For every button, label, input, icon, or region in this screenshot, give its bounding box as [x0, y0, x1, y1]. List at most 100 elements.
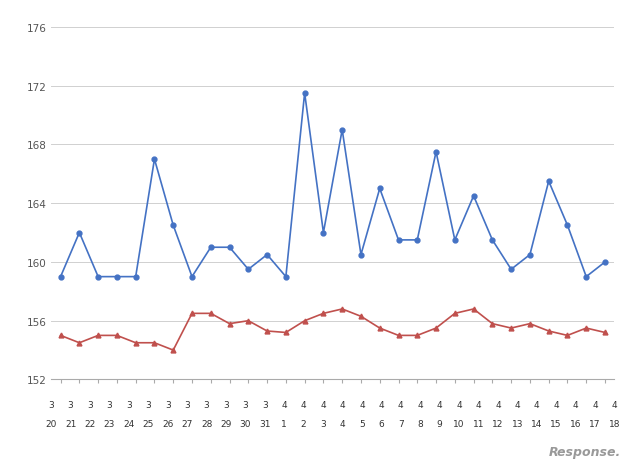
Text: 3: 3: [262, 400, 268, 409]
レギュラー看板価格（円/L）: [76, 230, 83, 236]
Text: 4: 4: [417, 400, 423, 409]
Text: 23: 23: [104, 419, 115, 428]
Text: 27: 27: [182, 419, 193, 428]
Text: 25: 25: [143, 419, 154, 428]
Text: 4: 4: [301, 400, 307, 409]
レギュラー看板価格（円/L）: [564, 223, 572, 229]
Text: 3: 3: [87, 400, 93, 409]
レギュラー看板価格（円/L）: [545, 179, 552, 185]
レギュラー実売価格（円/L）: [339, 307, 346, 312]
Text: 22: 22: [84, 419, 95, 428]
Text: 2: 2: [301, 419, 307, 428]
Text: 4: 4: [359, 400, 365, 409]
Text: 1: 1: [282, 419, 287, 428]
Text: 18: 18: [609, 419, 620, 428]
レギュラー看板価格（円/L）: [113, 274, 121, 280]
Text: 3: 3: [107, 400, 113, 409]
Text: 3: 3: [320, 419, 326, 428]
レギュラー実売価格（円/L）: [395, 333, 403, 338]
Text: 3: 3: [165, 400, 171, 409]
Text: 17: 17: [589, 419, 601, 428]
Text: 4: 4: [340, 400, 346, 409]
Text: 4: 4: [340, 419, 346, 428]
レギュラー実売価格（円/L）: [451, 311, 459, 317]
レギュラー実売価格（円/L）: [564, 333, 572, 338]
Text: 3: 3: [49, 400, 54, 409]
レギュラー実売価格（円/L）: [132, 340, 140, 346]
レギュラー看板価格（円/L）: [451, 238, 459, 243]
レギュラー実売価格（円/L）: [263, 329, 271, 334]
レギュラー実売価格（円/L）: [244, 318, 252, 324]
Text: 3: 3: [204, 400, 209, 409]
Text: 4: 4: [282, 400, 287, 409]
Text: 28: 28: [201, 419, 212, 428]
レギュラー実売価格（円/L）: [113, 333, 121, 338]
Text: 4: 4: [495, 400, 500, 409]
レギュラー看板価格（円/L）: [432, 150, 440, 155]
レギュラー実売価格（円/L）: [282, 330, 290, 336]
Text: 3: 3: [243, 400, 248, 409]
レギュラー実売価格（円/L）: [319, 311, 327, 317]
レギュラー看板価格（円/L）: [94, 274, 102, 280]
レギュラー看板価格（円/L）: [57, 274, 65, 280]
レギュラー実売価格（円/L）: [357, 314, 365, 319]
Text: 16: 16: [570, 419, 581, 428]
レギュラー実売価格（円/L）: [76, 340, 83, 346]
レギュラー看板価格（円/L）: [132, 274, 140, 280]
Text: 24: 24: [124, 419, 134, 428]
レギュラー看板価格（円/L）: [508, 267, 515, 273]
Text: 31: 31: [259, 419, 271, 428]
Text: 4: 4: [378, 400, 384, 409]
Text: 4: 4: [592, 400, 598, 409]
Text: 7: 7: [398, 419, 404, 428]
Text: 3: 3: [184, 400, 190, 409]
レギュラー実売価格（円/L）: [526, 321, 534, 327]
Text: 30: 30: [239, 419, 251, 428]
レギュラー実売価格（円/L）: [545, 329, 552, 334]
レギュラー看板価格（円/L）: [413, 238, 421, 243]
Line: レギュラー看板価格（円/L）: レギュラー看板価格（円/L）: [58, 91, 607, 280]
Text: 21: 21: [65, 419, 76, 428]
レギュラー看板価格（円/L）: [339, 128, 346, 133]
レギュラー実売価格（円/L）: [150, 340, 158, 346]
レギュラー看板価格（円/L）: [470, 194, 477, 199]
Text: 6: 6: [378, 419, 384, 428]
レギュラー実売価格（円/L）: [470, 307, 477, 312]
レギュラー看板価格（円/L）: [319, 230, 327, 236]
レギュラー実売価格（円/L）: [432, 325, 440, 331]
Text: 11: 11: [473, 419, 484, 428]
Text: 3: 3: [68, 400, 74, 409]
Text: Response.: Response.: [548, 445, 621, 458]
レギュラー看板価格（円/L）: [601, 260, 609, 265]
レギュラー実売価格（円/L）: [188, 311, 196, 317]
レギュラー看板価格（円/L）: [582, 274, 590, 280]
レギュラー看板価格（円/L）: [282, 274, 290, 280]
Text: 26: 26: [162, 419, 173, 428]
Text: 3: 3: [126, 400, 132, 409]
Text: 4: 4: [398, 400, 404, 409]
Text: 4: 4: [573, 400, 579, 409]
レギュラー看板価格（円/L）: [376, 186, 383, 192]
レギュラー看板価格（円/L）: [526, 252, 534, 258]
レギュラー看板価格（円/L）: [488, 238, 496, 243]
Text: 4: 4: [612, 400, 617, 409]
レギュラー実売価格（円/L）: [170, 348, 177, 353]
Text: 13: 13: [511, 419, 523, 428]
Text: 20: 20: [45, 419, 57, 428]
レギュラー実売価格（円/L）: [226, 321, 234, 327]
Text: 15: 15: [550, 419, 562, 428]
レギュラー看板価格（円/L）: [244, 267, 252, 273]
レギュラー看板価格（円/L）: [150, 157, 158, 163]
Text: 4: 4: [320, 400, 326, 409]
Text: 14: 14: [531, 419, 543, 428]
Text: 4: 4: [437, 400, 442, 409]
レギュラー看板価格（円/L）: [301, 91, 308, 97]
レギュラー看板価格（円/L）: [188, 274, 196, 280]
レギュラー実売価格（円/L）: [601, 330, 609, 336]
Text: 10: 10: [453, 419, 465, 428]
レギュラー実売価格（円/L）: [301, 318, 308, 324]
レギュラー実売価格（円/L）: [376, 325, 383, 331]
レギュラー実売価格（円/L）: [508, 325, 515, 331]
Line: レギュラー実売価格（円/L）: レギュラー実売価格（円/L）: [58, 307, 607, 353]
レギュラー看板価格（円/L）: [357, 252, 365, 258]
